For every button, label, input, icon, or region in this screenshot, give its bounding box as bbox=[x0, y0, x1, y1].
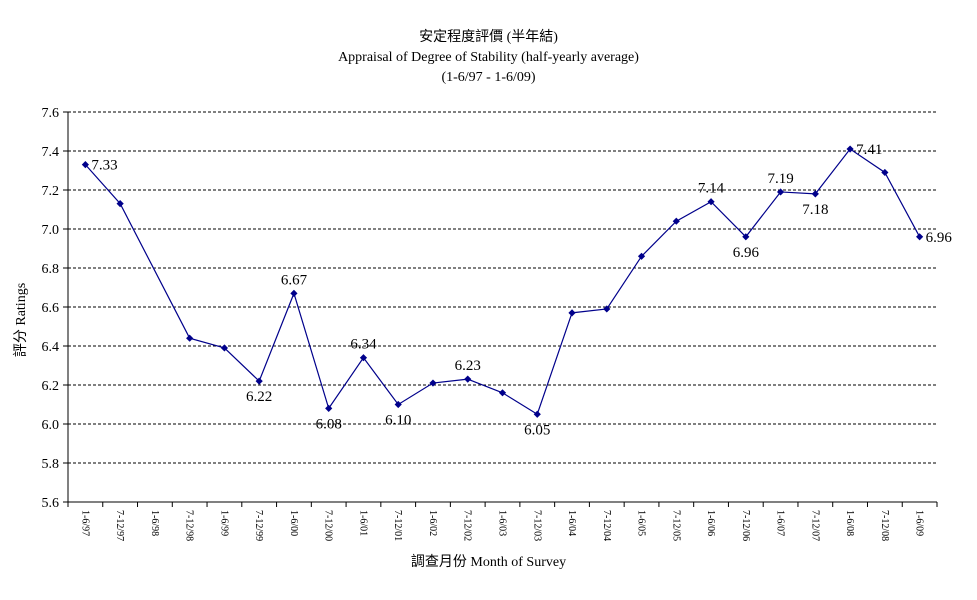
data-point bbox=[186, 334, 194, 342]
x-tick-label: 7-12/07 bbox=[809, 510, 820, 541]
x-tick-label: 1-6/08 bbox=[844, 510, 855, 536]
x-tick-label: 1-6/04 bbox=[566, 510, 577, 536]
y-tick-label: 7.4 bbox=[42, 145, 60, 160]
chart-title: 安定程度評價 (半年結) bbox=[419, 30, 558, 45]
x-axis-title: 調查月份 Month of Survey bbox=[410, 555, 567, 570]
chart-subtitle: Appraisal of Degree of Stability (half-y… bbox=[338, 50, 639, 65]
data-point bbox=[672, 217, 680, 225]
y-tick-label: 6.2 bbox=[42, 379, 60, 394]
y-tick-label: 7.0 bbox=[42, 223, 60, 238]
y-tick-label: 6.8 bbox=[42, 262, 60, 277]
x-tick-label: 7-12/08 bbox=[879, 510, 890, 541]
data-label: 6.67 bbox=[281, 272, 308, 288]
data-point bbox=[603, 305, 611, 313]
x-tick-label: 7-12/05 bbox=[670, 510, 681, 541]
x-tick-label: 1-6/00 bbox=[288, 510, 299, 536]
data-label: 6.22 bbox=[246, 389, 272, 405]
x-tick-label: 1-6/05 bbox=[636, 510, 647, 536]
x-tick-label: 1-6/01 bbox=[357, 510, 368, 536]
data-point bbox=[290, 289, 298, 297]
data-label: 6.96 bbox=[733, 245, 760, 261]
x-tick-label: 7-12/06 bbox=[740, 510, 751, 541]
data-point bbox=[255, 377, 263, 385]
x-tick-label: 7-12/04 bbox=[601, 510, 612, 541]
data-label: 6.05 bbox=[524, 422, 550, 438]
y-tick-label: 7.2 bbox=[42, 184, 60, 199]
y-axis-title: 評分 Ratings bbox=[14, 282, 29, 358]
data-label: 7.19 bbox=[767, 171, 793, 187]
data-label: 6.23 bbox=[455, 358, 481, 374]
data-label: 6.10 bbox=[385, 413, 411, 429]
x-tick-label: 7-12/97 bbox=[114, 510, 125, 541]
x-tick-label: 1-6/06 bbox=[705, 510, 716, 536]
data-point bbox=[776, 188, 785, 196]
data-point bbox=[116, 200, 124, 208]
data-label: 6.34 bbox=[350, 337, 377, 353]
data-point bbox=[394, 400, 402, 409]
series-line bbox=[84, 148, 921, 416]
data-point bbox=[325, 404, 333, 412]
data-point bbox=[637, 252, 646, 260]
data-point bbox=[464, 375, 472, 383]
x-tick-label: 7-12/00 bbox=[323, 510, 334, 541]
data-point bbox=[81, 161, 89, 169]
data-label: 7.33 bbox=[91, 158, 117, 174]
x-tick-label: 1-6/02 bbox=[427, 510, 438, 536]
data-point bbox=[742, 233, 750, 241]
data-point bbox=[359, 354, 368, 362]
data-point bbox=[220, 344, 229, 352]
chart-titles: 安定程度評價 (半年結) Appraisal of Degree of Stab… bbox=[0, 28, 977, 88]
x-tick-label: 1-6/03 bbox=[497, 510, 508, 536]
y-tick-label: 7.6 bbox=[42, 106, 60, 121]
x-tick-label: 1-6/07 bbox=[775, 510, 786, 536]
data-label: 6.96 bbox=[926, 230, 953, 246]
x-tick-label: 7-12/01 bbox=[392, 510, 403, 541]
y-tick-label: 6.0 bbox=[42, 418, 60, 433]
data-label: 6.08 bbox=[316, 416, 342, 432]
data-point bbox=[846, 145, 854, 153]
y-tick-label: 6.6 bbox=[42, 301, 60, 316]
y-tick-label: 6.4 bbox=[42, 340, 60, 355]
data-point bbox=[429, 379, 437, 387]
x-tick-label: 7-12/02 bbox=[462, 510, 473, 541]
data-point bbox=[498, 389, 507, 397]
data-point bbox=[533, 410, 541, 418]
data-point bbox=[811, 190, 819, 198]
x-tick-label: 7-12/99 bbox=[253, 510, 264, 541]
data-label: 7.41 bbox=[856, 142, 882, 158]
x-tick-label: 1-6/09 bbox=[914, 510, 925, 536]
x-tick-label: 1-6/98 bbox=[149, 510, 160, 536]
data-point bbox=[916, 233, 924, 241]
x-tick-label: 7-12/98 bbox=[184, 510, 195, 541]
y-tick-label: 5.8 bbox=[42, 457, 60, 472]
data-point bbox=[568, 309, 576, 317]
y-tick-label: 5.6 bbox=[42, 496, 60, 511]
x-tick-label: 7-12/03 bbox=[531, 510, 542, 541]
data-point bbox=[881, 168, 889, 177]
x-tick-label: 1-6/99 bbox=[218, 510, 229, 536]
chart-period: (1-6/97 - 1-6/09) bbox=[441, 70, 536, 85]
data-point bbox=[707, 198, 715, 206]
data-label: 7.18 bbox=[802, 202, 828, 218]
data-label: 7.14 bbox=[698, 181, 725, 197]
x-tick-label: 1-6/97 bbox=[79, 510, 90, 536]
